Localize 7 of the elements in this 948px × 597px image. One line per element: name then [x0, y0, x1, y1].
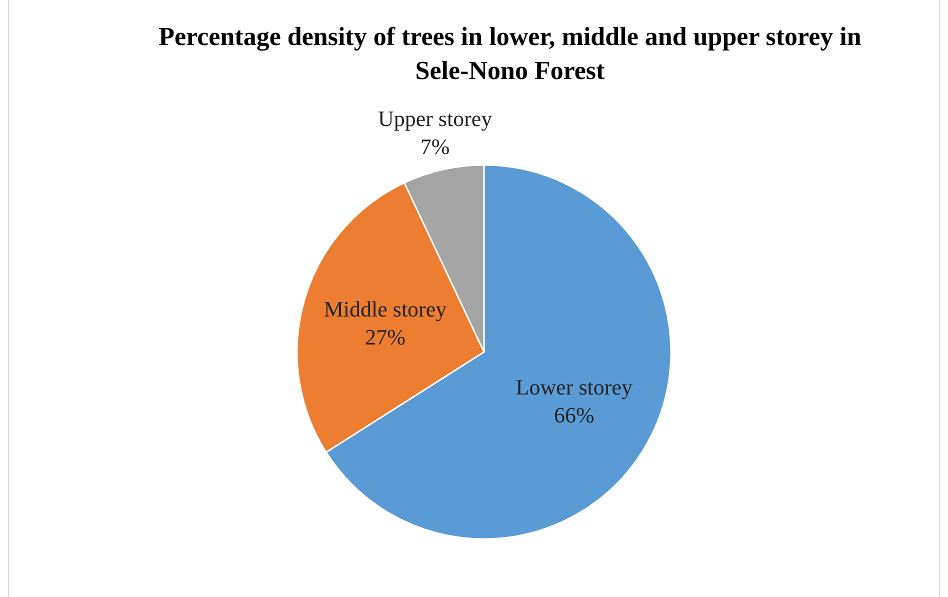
slice-label: Lower storey: [516, 374, 632, 400]
slice-label: Upper storey: [378, 106, 492, 132]
data-label: 27%: [365, 324, 406, 350]
slice-label: Middle storey: [324, 296, 447, 322]
chart-title: Percentage density of trees in lower, middle and upper storey in Sele-Nono Forest: [158, 22, 862, 85]
data-label: 66%: [554, 402, 594, 428]
data-label: 7%: [420, 134, 450, 160]
